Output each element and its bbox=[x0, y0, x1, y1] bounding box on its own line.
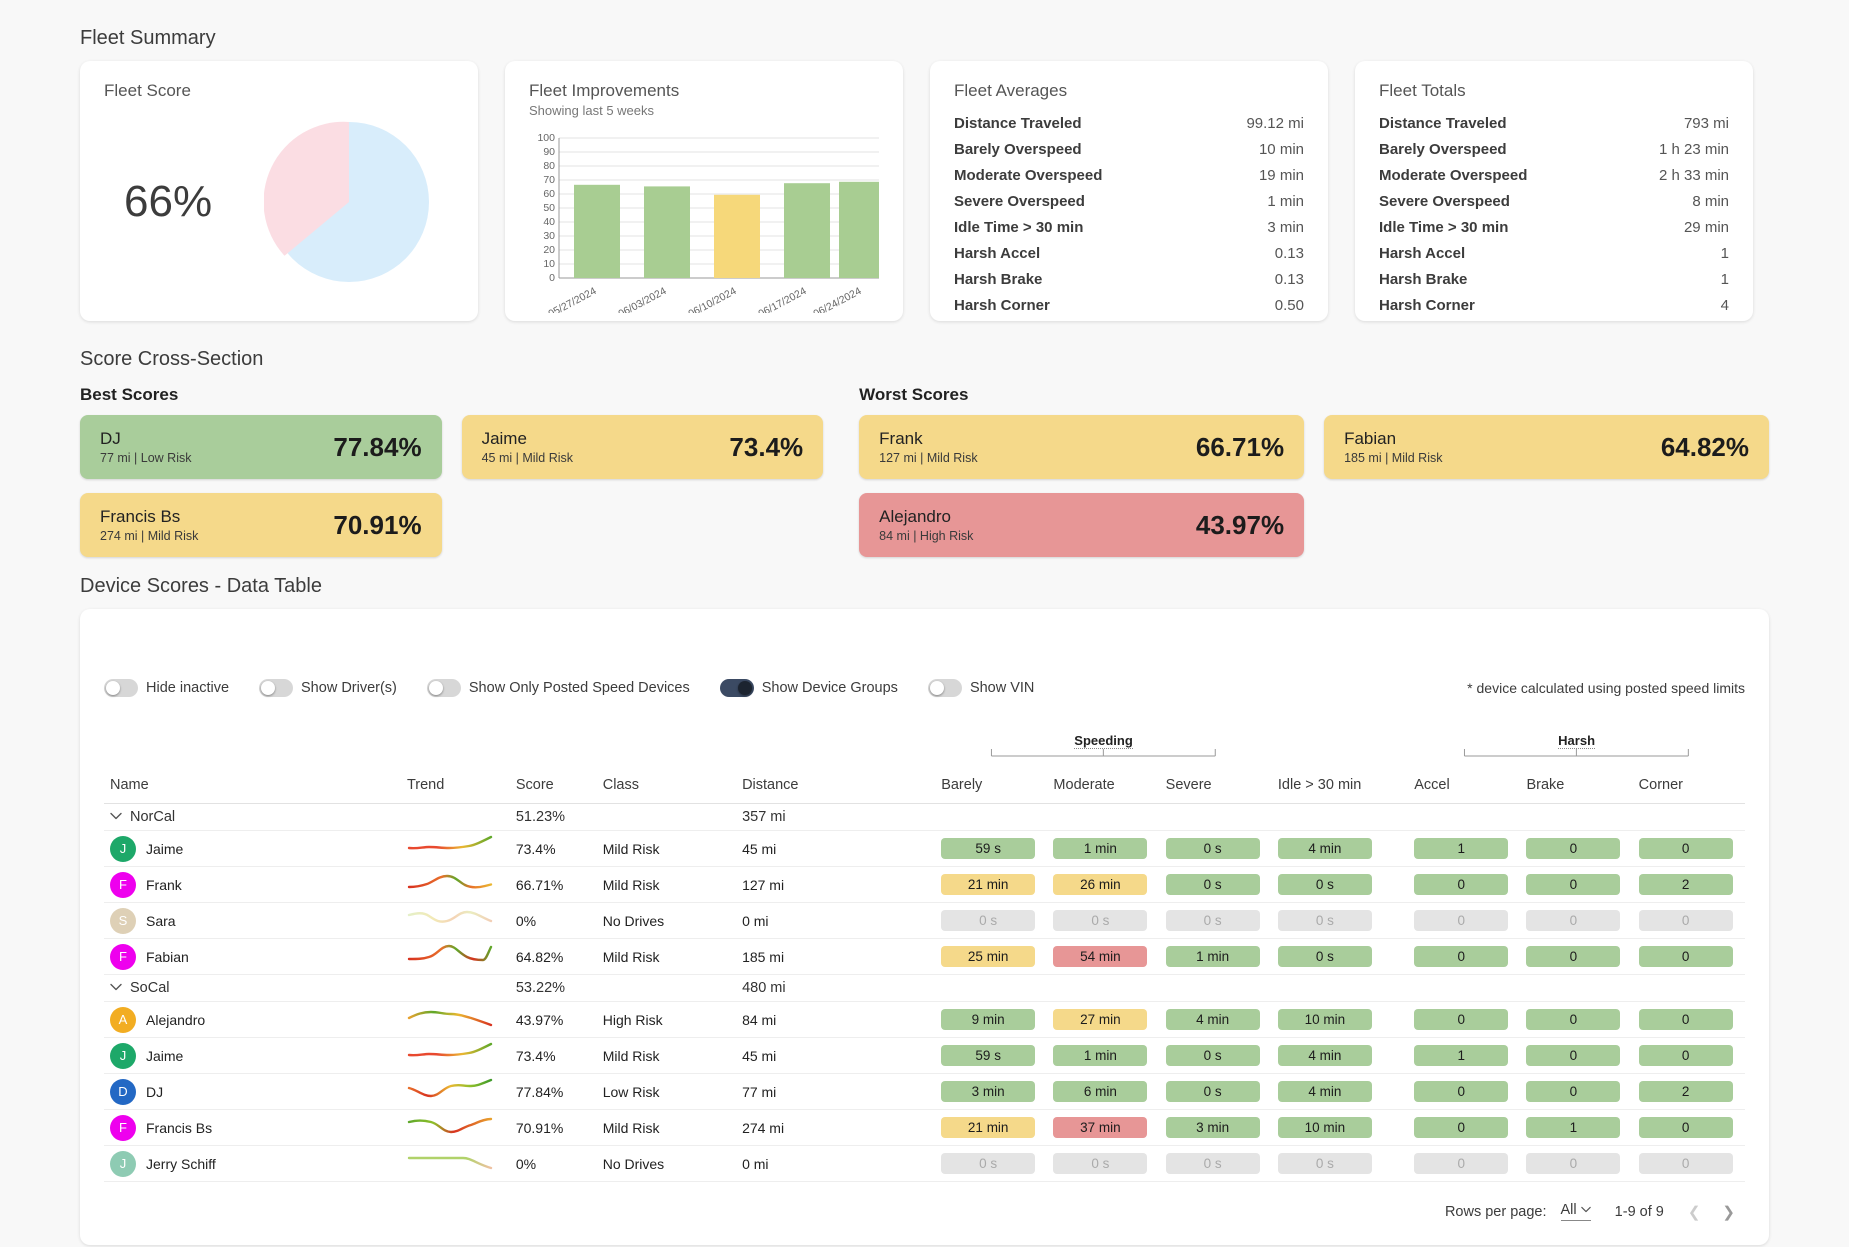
svg-text:0: 0 bbox=[549, 272, 555, 284]
svg-text:10: 10 bbox=[543, 258, 555, 270]
svg-text:30: 30 bbox=[543, 230, 555, 242]
svg-text:90: 90 bbox=[543, 146, 555, 158]
svg-text:80: 80 bbox=[543, 160, 555, 172]
svg-text:06/03/2024: 06/03/2024 bbox=[616, 285, 668, 313]
svg-text:50: 50 bbox=[543, 202, 555, 214]
svg-text:06/24/2024: 06/24/2024 bbox=[811, 285, 863, 313]
svg-text:70: 70 bbox=[543, 174, 555, 186]
svg-text:100: 100 bbox=[537, 132, 555, 144]
svg-text:20: 20 bbox=[543, 244, 555, 256]
svg-text:60: 60 bbox=[543, 188, 555, 200]
svg-text:06/17/2024: 06/17/2024 bbox=[756, 285, 808, 313]
svg-text:05/27/2024: 05/27/2024 bbox=[546, 285, 598, 313]
svg-text:40: 40 bbox=[543, 216, 555, 228]
svg-text:06/10/2024: 06/10/2024 bbox=[686, 285, 738, 313]
